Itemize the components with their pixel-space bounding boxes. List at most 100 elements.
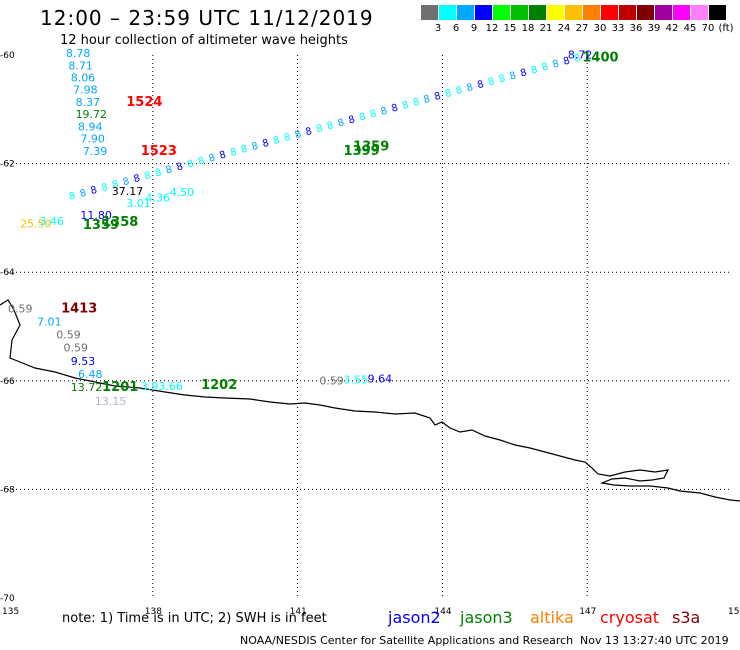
track-mark: 8: [294, 129, 303, 141]
track-mark: 8: [369, 108, 378, 120]
legend-jason2: jason2: [388, 608, 441, 627]
swh-label: 1400: [582, 51, 618, 66]
swh-label: 3.55: [343, 374, 368, 387]
track-mark: 8: [132, 173, 141, 185]
lon-tick-label: 138: [145, 607, 162, 617]
track-mark: 8: [197, 155, 206, 167]
swh-label: 11.80: [80, 209, 112, 222]
swh-label: 0.59: [56, 328, 80, 341]
lon-tick-label: 147: [579, 607, 596, 617]
colorbar-label: 3: [434, 23, 442, 34]
track-mark: 8: [218, 150, 227, 162]
track-mark: 8: [89, 185, 98, 197]
swh-label: 1413: [61, 301, 97, 316]
track-mark: 8: [476, 79, 485, 91]
colorbar-label: (ft): [718, 23, 734, 34]
colorbar-swatch: [583, 5, 600, 20]
track-mark: 8: [186, 158, 195, 170]
colorbar-swatch: [673, 5, 690, 20]
swh-label: 7.98: [73, 84, 98, 97]
footer-note: note: 1) Time is in UTC; 2) SWH is in fe…: [62, 611, 327, 626]
colorbar-label: 39: [647, 23, 661, 34]
lat-tick-label: -70: [0, 594, 15, 604]
colorbar-swatch: [619, 5, 636, 20]
track-mark: 8: [304, 126, 313, 138]
swh-label: 25.50: [20, 218, 52, 231]
swh-label: 8.71: [68, 60, 93, 73]
lon-tick-label: 135: [2, 607, 19, 617]
swh-label: 1201: [102, 380, 138, 395]
swh-label: 1399: [343, 144, 379, 159]
track-mark: 8: [143, 170, 152, 182]
legend-cryosat: cryosat: [600, 608, 660, 627]
track-mark: 8: [519, 67, 528, 79]
swh-label: 1523: [141, 144, 177, 159]
track-mark: 8: [390, 103, 399, 115]
colorbar-swatch: [601, 5, 618, 20]
swh-label: 13.15: [95, 395, 127, 408]
swh-label: 1202: [201, 378, 237, 393]
page-title: 12:00 – 23:59 UTC 11/12/2019: [40, 6, 374, 30]
track-mark: 8: [358, 111, 367, 123]
swh-label: 9.53: [71, 355, 96, 368]
swh-label: 1524: [126, 95, 162, 110]
swh-label: 6.48: [78, 368, 103, 381]
track-mark: 8: [175, 161, 184, 173]
swh-label: 8.72: [568, 48, 593, 61]
colorbar-swatch: [637, 5, 654, 20]
track-mark: 8: [401, 100, 410, 112]
colorbar-swatch: [439, 5, 456, 20]
swh-label: 19.72: [76, 108, 108, 121]
legend-altika: altika: [530, 608, 574, 627]
colorbar-swatch: [547, 5, 564, 20]
swh-label: 4.50: [170, 186, 195, 199]
colorbar-label: 24: [557, 23, 571, 34]
colorbar-label: 9: [470, 23, 478, 34]
track-mark: 8: [380, 105, 389, 117]
colorbar-label: 21: [539, 23, 553, 34]
colorbar-label: 45: [683, 23, 697, 34]
swh-label: 3.01: [126, 197, 150, 210]
track-mark: 8: [229, 147, 238, 159]
track-mark: 8: [283, 132, 292, 144]
colorbar-label: 27: [575, 23, 589, 34]
lat-tick-label: -62: [0, 160, 15, 170]
swh-label: 7.01: [37, 315, 62, 328]
track-mark: 8: [487, 76, 496, 88]
track-mark: 8: [111, 179, 120, 191]
track-mark: 8: [444, 88, 453, 100]
swh-label: 37.17: [112, 185, 144, 198]
track-mark: 8: [337, 117, 346, 129]
track-mark: 8: [423, 94, 432, 106]
track-mark: 8: [68, 191, 77, 203]
swh-label: 9.64: [368, 372, 393, 385]
credit-line: NOAA/NESDIS Center for Satellite Applica…: [240, 634, 574, 647]
swh-label: 0.59: [64, 341, 89, 354]
colorbar-label: 42: [665, 23, 679, 34]
generation-timestamp: Nov 13 13:27:40 UTC 2019: [580, 634, 729, 647]
colorbar-label: 12: [485, 23, 499, 34]
swh-label: 4.36: [146, 192, 171, 205]
track-mark: 8: [573, 53, 582, 65]
track-mark: 8: [498, 73, 507, 85]
swh-label: 1358: [102, 215, 138, 230]
colorbar-swatch: [457, 5, 474, 20]
swh-label: 3.46: [39, 215, 64, 228]
colorbar-swatch: [529, 5, 546, 20]
track-mark: 8: [251, 141, 260, 153]
legend-s3a: s3a: [672, 608, 701, 627]
track-mark: 8: [541, 61, 550, 73]
legend-jason3: jason3: [460, 608, 513, 627]
track-mark: 8: [412, 97, 421, 109]
swh-label: 0.59: [319, 375, 344, 388]
track-mark: 8: [508, 70, 517, 82]
lon-tick-label: 150: [728, 607, 740, 617]
swh-label: 7.39: [83, 145, 108, 158]
colorbar-label: 30: [593, 23, 607, 34]
track-mark: 8: [208, 152, 217, 164]
track-mark: 8: [79, 188, 88, 200]
colorbar-swatch: [421, 5, 438, 20]
colorbar-swatch: [493, 5, 510, 20]
antarctic-coastline: [0, 299, 740, 502]
